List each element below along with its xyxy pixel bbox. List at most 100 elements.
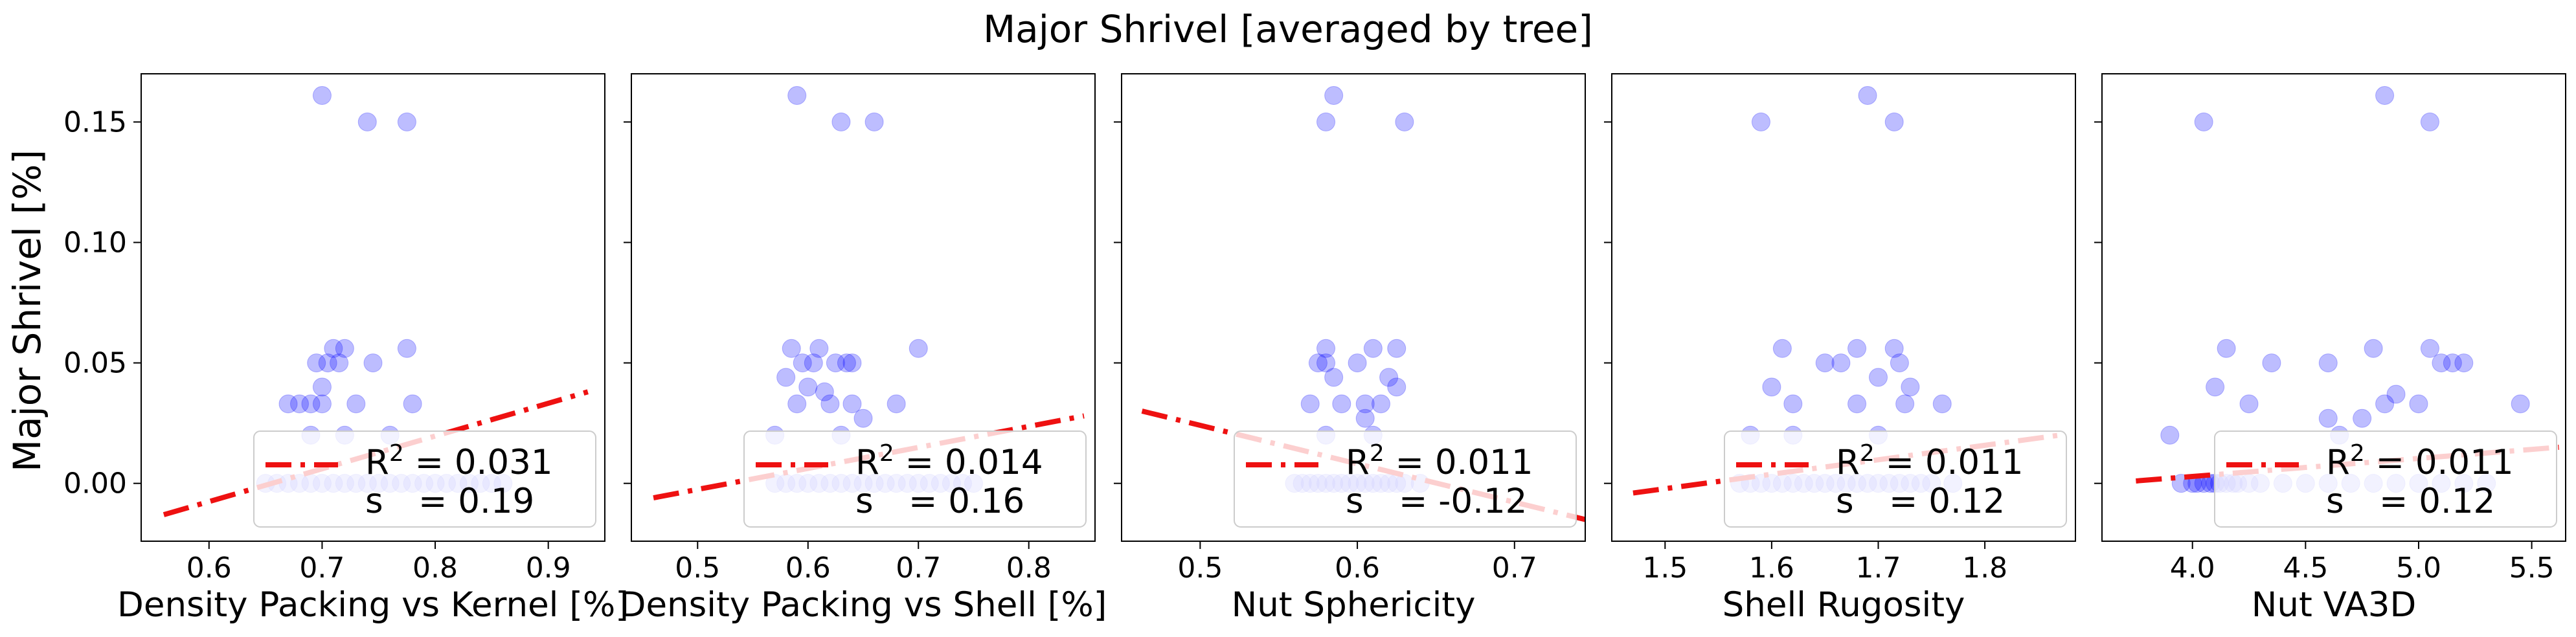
legend-r2-text: R2 = 0.011 <box>1836 440 2024 482</box>
data-point <box>798 377 818 397</box>
s-symbol: s <box>2326 482 2344 521</box>
data-point <box>842 353 862 373</box>
legend-box <box>1724 430 2067 528</box>
x-tick-label: 0.5 <box>675 552 720 585</box>
data-point <box>1901 377 1920 397</box>
x-tick-label: 1.6 <box>1749 552 1794 585</box>
data-point <box>820 394 840 414</box>
r2-superscript: 2 <box>389 440 404 467</box>
r2-symbol: R <box>2326 443 2350 482</box>
data-point <box>909 339 928 358</box>
data-point <box>2454 353 2474 373</box>
x-tick-label: 0.7 <box>896 552 941 585</box>
legend-s-text: s = 0.16 <box>855 482 1024 521</box>
r2-symbol: R <box>1836 443 1860 482</box>
data-point <box>831 112 851 131</box>
data-point <box>301 394 321 414</box>
x-axis-label: Nut VA3D <box>2252 585 2417 625</box>
x-tick-label: 0.8 <box>412 552 458 585</box>
fit-line <box>163 389 589 517</box>
data-point <box>335 339 354 358</box>
x-tick-label: 0.7 <box>1492 552 1537 585</box>
data-point <box>346 394 366 414</box>
data-point <box>842 394 862 414</box>
data-point <box>787 394 807 414</box>
r2-symbol: R <box>855 443 879 482</box>
legend-s-text: s = 0.12 <box>2326 482 2495 521</box>
data-point <box>1348 353 1367 373</box>
legend-s-text: s = 0.12 <box>1836 482 2005 521</box>
legend-box <box>2214 430 2557 528</box>
legend-box <box>1234 430 1577 528</box>
r2-superscript: 2 <box>1860 440 1875 467</box>
r2-superscript: 2 <box>1370 440 1384 467</box>
s-value: = 0.19 <box>418 482 534 521</box>
data-point <box>776 368 796 387</box>
s-value: = 0.16 <box>909 482 1024 521</box>
data-point <box>1316 112 1336 131</box>
data-point <box>826 353 845 373</box>
s-symbol: s <box>365 482 383 521</box>
data-point <box>1324 368 1344 387</box>
x-tick-label: 0.5 <box>1177 552 1223 585</box>
data-point <box>1387 377 1407 397</box>
x-tick-label: 5.0 <box>2396 552 2441 585</box>
data-point <box>2262 353 2281 373</box>
data-point <box>1762 377 1781 397</box>
r2-superscript: 2 <box>2350 440 2365 467</box>
data-point <box>1815 353 1835 373</box>
data-point <box>2443 353 2462 373</box>
data-point <box>1316 339 1336 358</box>
x-tick-label: 1.7 <box>1856 552 1901 585</box>
y-tick-label: 0.10 <box>63 227 127 260</box>
data-point <box>809 339 829 358</box>
data-point <box>1395 112 1414 131</box>
data-point <box>1772 339 1792 358</box>
x-tick-label: 4.0 <box>2170 552 2215 585</box>
axes-frame <box>631 73 1096 542</box>
x-tick-label: 1.8 <box>1962 552 2007 585</box>
data-point <box>1895 394 1915 414</box>
x-axis-label: Density Packing vs Kernel [%] <box>117 585 629 625</box>
data-point <box>1858 85 1877 105</box>
data-point <box>1355 408 1375 428</box>
legend-r2-text: R2 = 0.014 <box>855 440 1043 482</box>
axes-frame <box>2101 73 2566 542</box>
r2-value: = 0.014 <box>894 443 1043 482</box>
x-tick-label: 0.6 <box>1335 552 1380 585</box>
figure-ylabel: Major Shrivel [%] <box>5 150 49 472</box>
data-point <box>324 339 343 358</box>
data-point <box>1308 353 1328 373</box>
x-tick-label: 0.9 <box>526 552 571 585</box>
data-point <box>403 394 422 414</box>
data-point <box>1847 339 1867 358</box>
r2-superscript: 2 <box>879 440 894 467</box>
data-point <box>307 353 326 373</box>
s-value: = 0.12 <box>2379 482 2495 521</box>
data-point <box>2239 394 2259 414</box>
legend-r2-text: R2 = 0.031 <box>365 440 553 482</box>
data-point <box>1387 339 1407 358</box>
y-tick-label: 0.05 <box>63 347 127 380</box>
data-point <box>1316 353 1336 373</box>
data-point <box>2375 394 2395 414</box>
data-point <box>804 353 823 373</box>
data-point <box>787 85 807 105</box>
data-point <box>1751 112 1770 131</box>
axes-frame <box>141 73 605 542</box>
data-point <box>318 353 337 373</box>
data-point <box>2420 339 2439 358</box>
r2-symbol: R <box>365 443 389 482</box>
axes-frame <box>1121 73 1586 542</box>
s-value: = -0.12 <box>1399 482 1527 521</box>
x-axis-label: Nut Sphericity <box>1232 585 1476 625</box>
x-tick-label: 0.7 <box>299 552 345 585</box>
r2-value: = 0.011 <box>1384 443 1533 482</box>
data-point <box>1371 394 1390 414</box>
y-tick-label: 0.00 <box>63 467 127 500</box>
